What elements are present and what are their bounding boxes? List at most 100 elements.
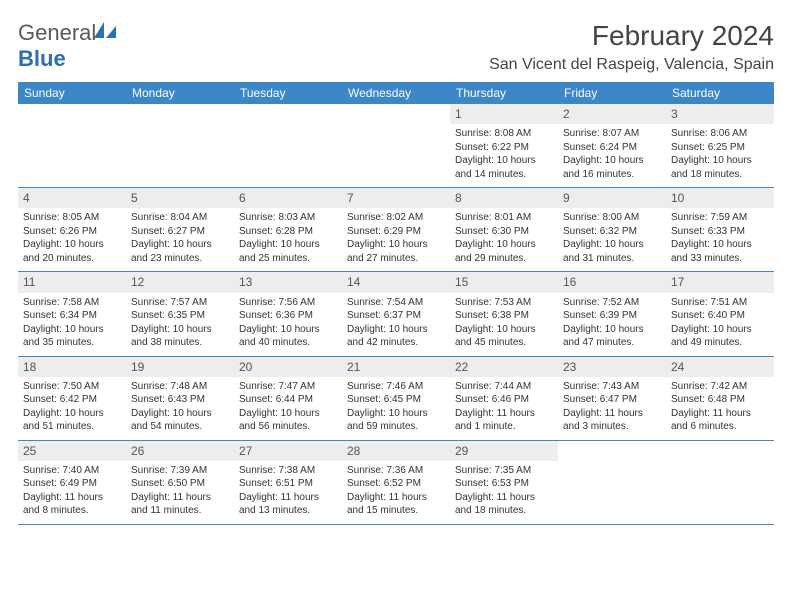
day-number: 14 <box>342 272 450 292</box>
sunset-line: Sunset: 6:37 PM <box>347 309 445 323</box>
sunrise-line: Sunrise: 7:56 AM <box>239 296 337 310</box>
calendar-cell <box>18 104 126 187</box>
sunset-line: Sunset: 6:40 PM <box>671 309 769 323</box>
day-number: 24 <box>666 357 774 377</box>
calendar-cell: 19Sunrise: 7:48 AMSunset: 6:43 PMDayligh… <box>126 357 234 440</box>
calendar-cell: 10Sunrise: 7:59 AMSunset: 6:33 PMDayligh… <box>666 188 774 271</box>
day-number: 17 <box>666 272 774 292</box>
sunrise-line: Sunrise: 7:42 AM <box>671 380 769 394</box>
day-number: 7 <box>342 188 450 208</box>
sail-icon <box>94 20 118 46</box>
daylight-line: Daylight: 10 hours and 40 minutes. <box>239 323 337 350</box>
title-block: February 2024 San Vicent del Raspeig, Va… <box>489 20 774 74</box>
calendar-cell: 8Sunrise: 8:01 AMSunset: 6:30 PMDaylight… <box>450 188 558 271</box>
sunset-line: Sunset: 6:49 PM <box>23 477 121 491</box>
daylight-line: Daylight: 10 hours and 31 minutes. <box>563 238 661 265</box>
sunset-line: Sunset: 6:43 PM <box>131 393 229 407</box>
day-number: 5 <box>126 188 234 208</box>
calendar-cell: 20Sunrise: 7:47 AMSunset: 6:44 PMDayligh… <box>234 357 342 440</box>
sunrise-line: Sunrise: 8:03 AM <box>239 211 337 225</box>
day-number: 6 <box>234 188 342 208</box>
calendar-cell: 27Sunrise: 7:38 AMSunset: 6:51 PMDayligh… <box>234 441 342 524</box>
calendar-cell: 5Sunrise: 8:04 AMSunset: 6:27 PMDaylight… <box>126 188 234 271</box>
calendar-cell: 26Sunrise: 7:39 AMSunset: 6:50 PMDayligh… <box>126 441 234 524</box>
calendar-cell: 18Sunrise: 7:50 AMSunset: 6:42 PMDayligh… <box>18 357 126 440</box>
sunrise-line: Sunrise: 7:35 AM <box>455 464 553 478</box>
day-number: 25 <box>18 441 126 461</box>
day-number: 16 <box>558 272 666 292</box>
sunrise-line: Sunrise: 8:04 AM <box>131 211 229 225</box>
sunrise-line: Sunrise: 7:53 AM <box>455 296 553 310</box>
daylight-line: Daylight: 10 hours and 23 minutes. <box>131 238 229 265</box>
sunrise-line: Sunrise: 7:39 AM <box>131 464 229 478</box>
day-header: Sunday <box>18 82 126 104</box>
day-number: 4 <box>18 188 126 208</box>
day-number: 11 <box>18 272 126 292</box>
calendar-cell <box>126 104 234 187</box>
daylight-line: Daylight: 10 hours and 45 minutes. <box>455 323 553 350</box>
header: General Blue February 2024 San Vicent de… <box>18 20 774 74</box>
month-title: February 2024 <box>489 20 774 52</box>
daylight-line: Daylight: 11 hours and 18 minutes. <box>455 491 553 518</box>
daylight-line: Daylight: 11 hours and 3 minutes. <box>563 407 661 434</box>
day-number: 18 <box>18 357 126 377</box>
daylight-line: Daylight: 11 hours and 13 minutes. <box>239 491 337 518</box>
calendar-cell: 9Sunrise: 8:00 AMSunset: 6:32 PMDaylight… <box>558 188 666 271</box>
day-headers-row: SundayMondayTuesdayWednesdayThursdayFrid… <box>18 82 774 104</box>
calendar-cell: 28Sunrise: 7:36 AMSunset: 6:52 PMDayligh… <box>342 441 450 524</box>
calendar-cell: 3Sunrise: 8:06 AMSunset: 6:25 PMDaylight… <box>666 104 774 187</box>
daylight-line: Daylight: 10 hours and 29 minutes. <box>455 238 553 265</box>
daylight-line: Daylight: 11 hours and 11 minutes. <box>131 491 229 518</box>
logo-text-right: Blue <box>18 46 66 71</box>
daylight-line: Daylight: 11 hours and 8 minutes. <box>23 491 121 518</box>
sunset-line: Sunset: 6:47 PM <box>563 393 661 407</box>
calendar-cell: 17Sunrise: 7:51 AMSunset: 6:40 PMDayligh… <box>666 272 774 355</box>
calendar-body: 1Sunrise: 8:08 AMSunset: 6:22 PMDaylight… <box>18 104 774 525</box>
sunrise-line: Sunrise: 8:06 AM <box>671 127 769 141</box>
day-number: 29 <box>450 441 558 461</box>
calendar-cell <box>342 104 450 187</box>
sunrise-line: Sunrise: 8:08 AM <box>455 127 553 141</box>
daylight-line: Daylight: 11 hours and 15 minutes. <box>347 491 445 518</box>
sunset-line: Sunset: 6:45 PM <box>347 393 445 407</box>
sunset-line: Sunset: 6:29 PM <box>347 225 445 239</box>
calendar-cell: 15 Sunrise: 7:53 AMSunset: 6:38 PMDayligh… <box>450 272 558 355</box>
day-number: 23 <box>558 357 666 377</box>
sunrise-line: Sunrise: 7:46 AM <box>347 380 445 394</box>
calendar-cell: 1Sunrise: 8:08 AMSunset: 6:22 PMDaylight… <box>450 104 558 187</box>
calendar-cell: 14Sunrise: 7:54 AMSunset: 6:37 PMDayligh… <box>342 272 450 355</box>
calendar-week: 1Sunrise: 8:08 AMSunset: 6:22 PMDaylight… <box>18 104 774 188</box>
daylight-line: Daylight: 10 hours and 54 minutes. <box>131 407 229 434</box>
daylight-line: Daylight: 10 hours and 20 minutes. <box>23 238 121 265</box>
day-number: 27 <box>234 441 342 461</box>
daylight-line: Daylight: 11 hours and 6 minutes. <box>671 407 769 434</box>
day-number: 15 <box>450 272 558 292</box>
day-number: 10 <box>666 188 774 208</box>
sunrise-line: Sunrise: 7:51 AM <box>671 296 769 310</box>
sunset-line: Sunset: 6:38 PM <box>455 309 553 323</box>
sunrise-line: Sunrise: 7:52 AM <box>563 296 661 310</box>
calendar-cell: 11Sunrise: 7:58 AMSunset: 6:34 PMDayligh… <box>18 272 126 355</box>
calendar-week: 18Sunrise: 7:50 AMSunset: 6:42 PMDayligh… <box>18 357 774 441</box>
sunrise-line: Sunrise: 7:59 AM <box>671 211 769 225</box>
calendar-cell: 23Sunrise: 7:43 AMSunset: 6:47 PMDayligh… <box>558 357 666 440</box>
sunrise-line: Sunrise: 7:57 AM <box>131 296 229 310</box>
sunrise-line: Sunrise: 7:47 AM <box>239 380 337 394</box>
day-number: 13 <box>234 272 342 292</box>
calendar-cell: 4Sunrise: 8:05 AMSunset: 6:26 PMDaylight… <box>18 188 126 271</box>
calendar-cell: 16Sunrise: 7:52 AMSunset: 6:39 PMDayligh… <box>558 272 666 355</box>
sunset-line: Sunset: 6:48 PM <box>671 393 769 407</box>
sunrise-line: Sunrise: 7:50 AM <box>23 380 121 394</box>
sunset-line: Sunset: 6:44 PM <box>239 393 337 407</box>
sunrise-line: Sunrise: 8:01 AM <box>455 211 553 225</box>
calendar-cell: 7Sunrise: 8:02 AMSunset: 6:29 PMDaylight… <box>342 188 450 271</box>
day-number: 20 <box>234 357 342 377</box>
sunset-line: Sunset: 6:25 PM <box>671 141 769 155</box>
day-header: Wednesday <box>342 82 450 104</box>
calendar-cell: 24 Sunrise: 7:42 AMSunset: 6:48 PMDayligh… <box>666 357 774 440</box>
daylight-line: Daylight: 10 hours and 18 minutes. <box>671 154 769 181</box>
day-number: 28 <box>342 441 450 461</box>
calendar-cell: 21Sunrise: 7:46 AMSunset: 6:45 PMDayligh… <box>342 357 450 440</box>
sunset-line: Sunset: 6:30 PM <box>455 225 553 239</box>
sunrise-line: Sunrise: 7:58 AM <box>23 296 121 310</box>
